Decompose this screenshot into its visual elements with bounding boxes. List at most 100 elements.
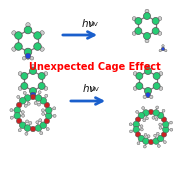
Circle shape xyxy=(38,73,45,80)
Circle shape xyxy=(26,23,30,27)
Circle shape xyxy=(152,18,159,25)
Circle shape xyxy=(18,86,22,90)
Circle shape xyxy=(143,110,149,116)
Circle shape xyxy=(53,107,56,110)
Circle shape xyxy=(45,94,48,97)
Circle shape xyxy=(150,95,153,99)
Circle shape xyxy=(12,47,16,51)
Circle shape xyxy=(23,91,26,94)
Circle shape xyxy=(41,109,44,112)
Circle shape xyxy=(22,57,26,60)
Circle shape xyxy=(135,117,141,122)
Circle shape xyxy=(24,95,31,101)
Circle shape xyxy=(156,106,159,109)
Circle shape xyxy=(24,125,31,131)
Circle shape xyxy=(42,112,45,115)
Circle shape xyxy=(161,47,165,51)
Circle shape xyxy=(159,49,162,52)
Circle shape xyxy=(14,107,21,114)
Circle shape xyxy=(40,31,44,35)
Circle shape xyxy=(144,133,147,136)
Circle shape xyxy=(40,122,47,129)
Circle shape xyxy=(24,26,32,34)
Text: $h\nu$: $h\nu$ xyxy=(81,17,95,29)
Circle shape xyxy=(44,86,48,90)
Circle shape xyxy=(163,126,169,133)
Circle shape xyxy=(143,33,150,40)
Circle shape xyxy=(18,129,21,132)
Circle shape xyxy=(35,125,42,131)
Circle shape xyxy=(156,132,159,135)
Circle shape xyxy=(163,121,169,128)
Circle shape xyxy=(27,102,30,105)
Circle shape xyxy=(161,132,167,137)
Circle shape xyxy=(10,109,13,112)
Circle shape xyxy=(143,119,146,122)
Circle shape xyxy=(158,112,164,119)
Text: Unexpected Cage Effect: Unexpected Cage Effect xyxy=(29,62,161,72)
Circle shape xyxy=(35,95,42,101)
Circle shape xyxy=(152,28,159,35)
Circle shape xyxy=(148,139,154,145)
Circle shape xyxy=(29,88,36,94)
Circle shape xyxy=(15,32,22,39)
Circle shape xyxy=(145,39,149,43)
Circle shape xyxy=(133,86,137,90)
Circle shape xyxy=(146,94,150,98)
Circle shape xyxy=(157,145,160,147)
Circle shape xyxy=(10,116,13,119)
Circle shape xyxy=(145,88,151,94)
Circle shape xyxy=(159,126,162,129)
Circle shape xyxy=(153,73,160,80)
Circle shape xyxy=(148,109,154,115)
Circle shape xyxy=(34,43,41,50)
Circle shape xyxy=(170,128,173,131)
Circle shape xyxy=(53,114,56,117)
Circle shape xyxy=(143,95,146,99)
Circle shape xyxy=(34,101,37,105)
Circle shape xyxy=(14,112,21,119)
Circle shape xyxy=(142,107,145,109)
Circle shape xyxy=(162,45,164,47)
Circle shape xyxy=(30,126,36,132)
Circle shape xyxy=(135,28,142,35)
Circle shape xyxy=(143,138,149,144)
Circle shape xyxy=(40,98,47,104)
Circle shape xyxy=(146,92,150,98)
Circle shape xyxy=(15,43,22,50)
Circle shape xyxy=(136,110,139,113)
Circle shape xyxy=(17,118,22,124)
Circle shape xyxy=(25,132,28,135)
Circle shape xyxy=(40,132,43,135)
Text: $h\nu$: $h\nu$ xyxy=(82,82,96,94)
Circle shape xyxy=(30,57,34,60)
Circle shape xyxy=(30,92,36,98)
Circle shape xyxy=(44,118,50,124)
Circle shape xyxy=(140,125,143,128)
Circle shape xyxy=(140,128,143,131)
Circle shape xyxy=(34,32,41,39)
Circle shape xyxy=(146,64,150,68)
Circle shape xyxy=(146,117,148,120)
Circle shape xyxy=(159,86,163,90)
Circle shape xyxy=(21,114,25,117)
Circle shape xyxy=(135,132,141,137)
Circle shape xyxy=(159,123,162,126)
Circle shape xyxy=(158,135,164,142)
Circle shape xyxy=(153,83,160,90)
Circle shape xyxy=(163,141,166,144)
Circle shape xyxy=(161,117,167,122)
Circle shape xyxy=(145,9,149,13)
Circle shape xyxy=(133,121,139,128)
Circle shape xyxy=(29,121,32,125)
Circle shape xyxy=(135,18,142,25)
Circle shape xyxy=(132,17,136,21)
Circle shape xyxy=(38,83,45,90)
Circle shape xyxy=(39,119,42,122)
Text: UV: UV xyxy=(91,87,99,92)
Circle shape xyxy=(159,72,163,76)
Circle shape xyxy=(138,135,145,142)
Circle shape xyxy=(133,72,137,76)
Circle shape xyxy=(21,83,28,90)
Circle shape xyxy=(29,67,36,74)
